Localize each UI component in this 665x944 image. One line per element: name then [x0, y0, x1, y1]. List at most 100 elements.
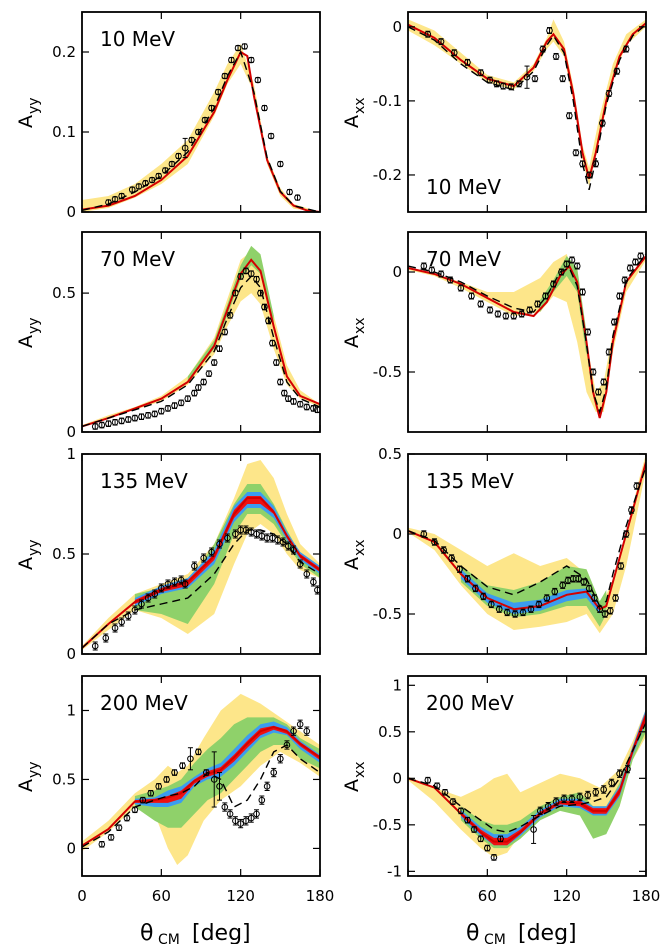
data-point: [592, 160, 600, 168]
ylabel-sub: yy: [26, 317, 42, 334]
x-axis-title-main: θ: [466, 921, 479, 944]
data-point: [214, 88, 222, 96]
data-point: [241, 43, 248, 50]
x-tick-label: 60: [152, 887, 171, 905]
data-point: [624, 765, 631, 773]
data-point: [296, 560, 304, 568]
panel-left-1: 0 0.1 0.2 10 MeV A yy: [15, 11, 321, 221]
data-point: [181, 144, 189, 152]
data-point: [552, 798, 560, 805]
y-tick-label: 1: [66, 701, 76, 719]
data-point: [596, 605, 604, 613]
data-point: [428, 266, 436, 274]
data-point: [579, 160, 586, 168]
data-point: [177, 399, 185, 407]
data-point: [200, 378, 207, 386]
data-point: [518, 310, 526, 318]
ylabel-main: A: [341, 335, 363, 348]
data-point: [171, 769, 178, 776]
y-tick-label: 0: [66, 423, 76, 441]
data-point: [105, 199, 112, 206]
data-point: [523, 73, 531, 81]
x-tick-label: 0: [403, 887, 413, 905]
series-band-outer: [82, 251, 320, 427]
data-point: [468, 292, 475, 300]
data-point: [283, 741, 291, 749]
data-point: [261, 104, 268, 112]
y-tick-label: 0.5: [52, 770, 76, 788]
data-point: [286, 188, 293, 196]
data-point: [257, 289, 264, 297]
axes-frame: [407, 11, 647, 213]
x-tick-label: 180: [306, 887, 335, 905]
data-point: [637, 252, 645, 260]
panel-right-4: 0 60 120 180 1 0.5 0 -0.5 -1 200 MeV A xx: [341, 675, 660, 905]
data-point: [226, 810, 234, 818]
data-point: [131, 414, 139, 422]
data-point: [480, 593, 487, 600]
data-point: [144, 594, 152, 602]
data-point: [610, 318, 618, 326]
data-point: [303, 403, 311, 411]
data-point: [221, 803, 229, 811]
y-tick-label: 0.1: [52, 123, 76, 141]
data-point: [158, 407, 165, 415]
data-point: [184, 395, 192, 402]
ylabel-sub: xx: [352, 539, 368, 556]
y-tick-label: -0.5: [373, 363, 402, 381]
energy-label: 200 MeV: [100, 691, 188, 715]
data-point: [502, 312, 510, 320]
data-point: [142, 179, 149, 187]
data-point: [263, 783, 271, 790]
data-point: [607, 607, 614, 615]
data-point: [542, 292, 549, 300]
data-point: [175, 152, 182, 160]
energy-label: 10 MeV: [100, 27, 175, 51]
data-point: [472, 585, 479, 592]
ylabel-main: A: [341, 557, 363, 570]
plot-area: [408, 454, 646, 634]
data-point: [551, 588, 559, 595]
data-point: [267, 132, 275, 140]
data-point: [91, 423, 99, 430]
data-point: [253, 810, 260, 818]
axes-frame: [81, 11, 321, 213]
data-point: [626, 264, 634, 272]
data-point: [622, 45, 630, 53]
panel-left-4: 0 60 120 180 0 0.5 1 200 MeV A yy: [15, 675, 335, 905]
energy-label: 135 MeV: [426, 469, 514, 493]
data-point: [123, 814, 131, 822]
data-point: [568, 256, 576, 264]
series-dashed-curve: [82, 275, 320, 428]
y-tick-label: -0.5: [373, 816, 402, 834]
axes-frame: [81, 675, 321, 877]
x-axis-title-sub: CM: [484, 932, 506, 944]
data-point: [534, 300, 541, 308]
y-tick-label: -0.5: [373, 605, 402, 623]
data-point: [499, 82, 507, 90]
data-point: [216, 345, 223, 352]
data-point: [290, 727, 297, 735]
data-point: [158, 584, 165, 592]
data-point: [622, 530, 630, 538]
data-point: [135, 183, 143, 190]
data-point: [270, 769, 278, 776]
y-tick-label: 0: [66, 839, 76, 857]
panel-right-2: 0 -0.5 70 MeV A xx: [341, 231, 647, 433]
energy-label: 10 MeV: [426, 175, 501, 199]
data-point: [591, 594, 598, 602]
energy-label: 70 MeV: [100, 247, 175, 271]
data-point: [221, 72, 229, 80]
data-point: [488, 601, 495, 608]
ylabel-main: A: [15, 115, 37, 128]
data-point: [294, 194, 301, 201]
data-point: [585, 585, 593, 592]
data-point: [612, 594, 619, 602]
y-tick-label: 1: [66, 445, 76, 463]
data-point: [552, 53, 560, 60]
panel-right-1: 0 -0.1 -0.2 10 MeV A xx: [341, 11, 647, 213]
data-point: [210, 359, 218, 366]
data-point: [205, 370, 213, 377]
series-band-green: [460, 566, 607, 627]
series-red-curve: [82, 497, 320, 649]
